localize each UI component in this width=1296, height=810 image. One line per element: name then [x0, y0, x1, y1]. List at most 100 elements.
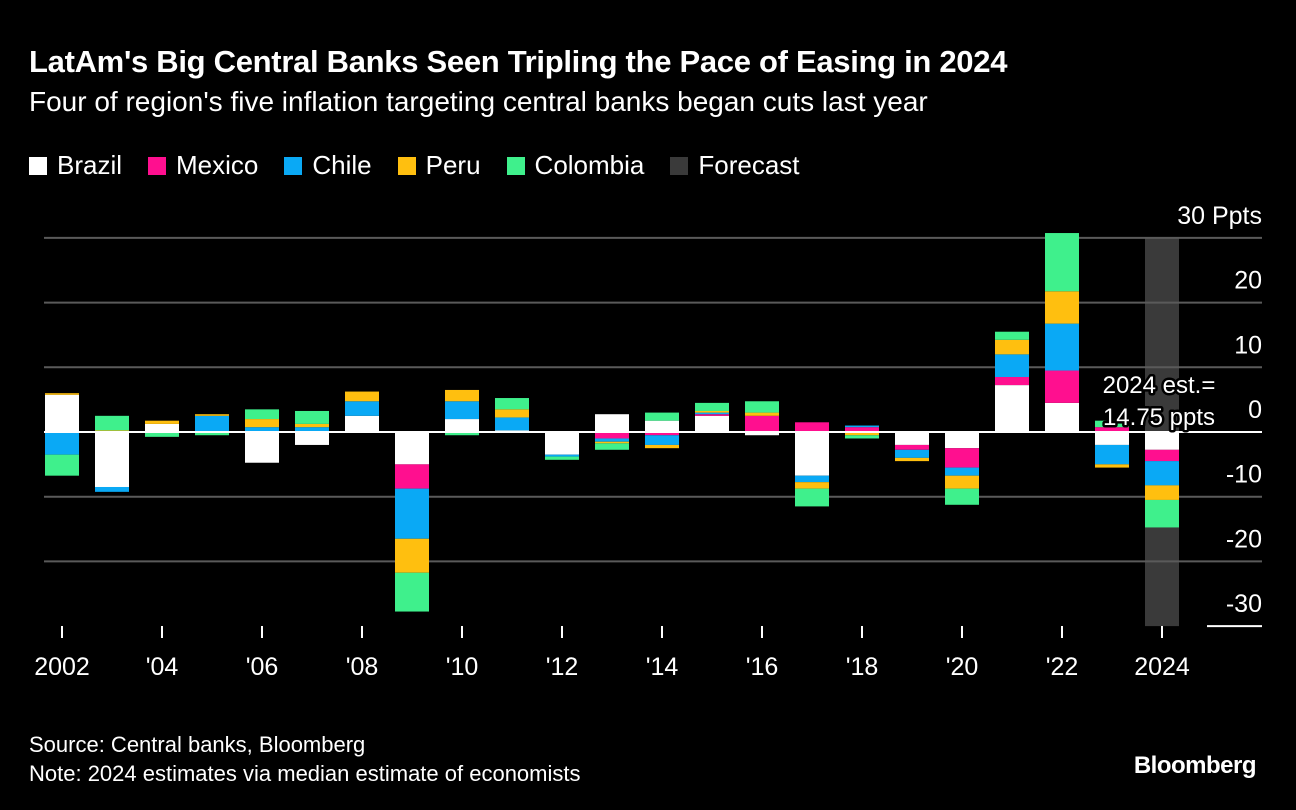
bar-segment-brazil [945, 432, 979, 449]
bar-segment-chile [995, 354, 1029, 378]
bar-segment-chile [495, 417, 529, 431]
bar-segment-colombia [445, 432, 479, 436]
bar-segment-peru [945, 475, 979, 489]
x-tick-label: '22 [1046, 653, 1079, 681]
bar-segment-brazil [795, 432, 829, 476]
bars [45, 233, 1179, 612]
x-tick-label: '12 [546, 653, 579, 681]
bar-segment-mexico [1045, 370, 1079, 403]
bar-segment-mexico [895, 444, 929, 450]
bar-segment-chile [895, 449, 929, 458]
bar-segment-brazil [45, 394, 79, 432]
legend-swatch-forecast [670, 156, 689, 175]
x-tick-label: '18 [846, 653, 879, 681]
bloomberg-logo: Bloomberg [1133, 752, 1257, 779]
bar-segment-mexico [645, 432, 679, 436]
bar-segment-brazil [545, 432, 579, 455]
bar-segment-peru [595, 441, 629, 444]
bar-segment-peru [845, 432, 879, 436]
bar-segment-chile [95, 486, 129, 492]
x-tick-label: '20 [946, 653, 979, 681]
bar-segment-peru [745, 412, 779, 416]
bar-segment-chile [695, 412, 729, 415]
bar-segment-chile [545, 454, 579, 457]
legend-swatch-brazil [29, 156, 47, 175]
legend-label-mexico: Mexico [176, 150, 259, 180]
y-tick-label: -10 [1226, 461, 1262, 489]
bar-segment-colombia [745, 401, 779, 413]
bar-segment-colombia [645, 412, 679, 421]
bar-segment-colombia [795, 488, 829, 507]
bar-segment-colombia [1095, 420, 1129, 428]
bar-segment-colombia [995, 331, 1029, 340]
bar-segment-chile [795, 475, 829, 483]
bar-segment-colombia [845, 435, 879, 439]
bar-segment-peru [245, 419, 279, 428]
y-tick-label: 10 [1234, 331, 1262, 359]
y-tick-label: 30 Ppts [1177, 202, 1262, 230]
bar-segment-peru [45, 393, 79, 395]
bar-segment-chile [1045, 323, 1079, 371]
x-tick-label: 2002 [34, 653, 90, 681]
bar-segment-colombia [395, 572, 429, 612]
bar-segment-brazil [295, 432, 329, 445]
bar-segment-brazil [745, 432, 779, 436]
bar-segment-peru [395, 538, 429, 573]
bar-segment-chile [45, 432, 79, 455]
y-tick-label: 20 [1234, 267, 1262, 295]
y-axis-labels: 30 Ppts 20 10 0 -10 -20 -30 [1177, 202, 1262, 618]
bar-segment-peru [495, 409, 529, 418]
legend-label-colombia: Colombia [534, 150, 645, 180]
footer: Source: Central banks, Bloomberg Note: 2… [29, 730, 581, 788]
bar-segment-brazil [445, 419, 479, 432]
bar-segment-chile [295, 427, 329, 432]
y-tick-label: -20 [1226, 525, 1262, 553]
bar-segment-brazil [1045, 402, 1079, 432]
chart-plot: 30 Ppts 20 10 0 -10 -20 -30 2002 '04 '06 '08 '10 '1… [34, 202, 1262, 681]
bar-segment-peru [645, 444, 679, 449]
footnote: Note: 2024 estimates via median estimate… [29, 761, 581, 786]
bar-segment-colombia [545, 456, 579, 460]
x-tick-label: '10 [446, 653, 479, 681]
annotations: 2024 est.= 14.75 ppts [1100, 370, 1218, 434]
x-tick-label: '16 [746, 653, 779, 681]
bar-segment-colombia [595, 443, 629, 450]
source-note: Source: Central banks, Bloomberg [29, 732, 366, 757]
legend-label-brazil: Brazil [57, 150, 123, 180]
bar-segment-brazil [1145, 432, 1179, 450]
bar-segment-peru [695, 410, 729, 413]
bar-segment-peru [1045, 291, 1079, 324]
bar-segment-peru [1145, 485, 1179, 500]
bar-segment-chile [245, 427, 279, 432]
bar-segment-brazil [345, 415, 379, 432]
bar-segment-mexico [595, 432, 629, 439]
legend-label-peru: Peru [425, 150, 481, 180]
bar-segment-chile [645, 435, 679, 445]
bar-segment-peru [145, 420, 179, 424]
bar-segment-mexico [995, 377, 1029, 386]
chart-subtitle: Four of region's five inflation targetin… [29, 86, 928, 117]
bar-segment-chile [1145, 461, 1179, 486]
bar-segment-mexico [1145, 449, 1179, 462]
bar-segment-chile [945, 467, 979, 476]
bar-segment-colombia [495, 398, 529, 410]
bar-segment-mexico [845, 427, 879, 432]
bar-segment-peru [995, 339, 1029, 355]
bar-segment-mexico [695, 414, 729, 416]
legend-swatch-colombia [506, 156, 525, 175]
bar-segment-colombia [145, 432, 179, 437]
bar-segment-colombia [245, 409, 279, 420]
chart-title: LatAm's Big Central Banks Seen Tripling … [29, 44, 1008, 79]
bar-segment-brazil [95, 432, 129, 487]
bar-segment-chile [845, 425, 879, 428]
bar-segment-chile [1095, 444, 1129, 465]
legend-item-mexico: Mexico [148, 150, 258, 181]
x-tick-label: '08 [346, 653, 379, 681]
bar-segment-mexico [1095, 427, 1129, 432]
legend-item-forecast: Forecast [670, 150, 800, 181]
x-tick-label: '04 [146, 653, 179, 681]
y-tick-label: 0 [1248, 396, 1262, 424]
x-tick-label: '14 [646, 653, 679, 681]
bar-segment-mexico [795, 422, 829, 432]
legend-swatch-mexico [148, 156, 167, 175]
